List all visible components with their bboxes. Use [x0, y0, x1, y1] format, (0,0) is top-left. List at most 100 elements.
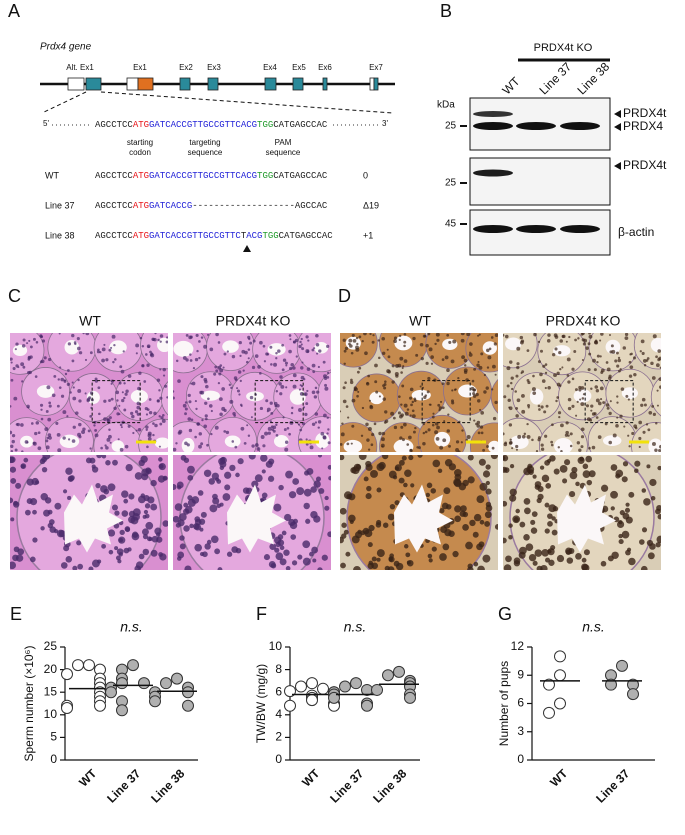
- nucleus: [262, 344, 266, 348]
- nucleus: [376, 487, 382, 493]
- nucleus: [173, 396, 175, 400]
- nucleus: [118, 404, 121, 407]
- nucleus: [265, 399, 269, 403]
- nucleus: [88, 396, 92, 400]
- nucleus: [515, 406, 519, 410]
- nucleus: [32, 509, 37, 515]
- nucleus: [616, 351, 619, 355]
- nucleus: [285, 364, 288, 367]
- nucleus: [67, 438, 71, 441]
- nucleus: [657, 349, 661, 353]
- nucleus: [192, 367, 196, 370]
- nucleus: [463, 358, 468, 363]
- nucleus: [594, 385, 599, 389]
- nucleus: [426, 390, 430, 394]
- nucleus: [296, 487, 305, 496]
- nucleus: [214, 425, 219, 430]
- nucleus: [641, 488, 647, 493]
- nucleus: [10, 405, 12, 408]
- nucleus: [526, 349, 530, 353]
- nucleus: [573, 350, 577, 353]
- nucleus: [26, 404, 30, 409]
- nucleus: [477, 334, 480, 337]
- nucleus: [599, 355, 602, 358]
- nucleus: [370, 469, 378, 478]
- nucleus: [478, 333, 481, 336]
- nucleus: [550, 440, 554, 444]
- nucleus: [94, 433, 99, 438]
- nucleus: [540, 564, 548, 570]
- nucleus: [159, 334, 164, 338]
- nucleus: [198, 432, 202, 436]
- nucleus: [402, 365, 405, 368]
- nucleus: [567, 397, 572, 402]
- nucleus: [219, 368, 224, 373]
- nucleus: [540, 405, 544, 409]
- nucleus: [141, 364, 145, 368]
- nucleus: [284, 440, 289, 444]
- nucleus: [284, 361, 288, 365]
- x-tick-label: WT: [299, 766, 323, 790]
- nucleus: [351, 424, 355, 428]
- nucleus: [391, 364, 395, 368]
- lumen: [554, 438, 573, 452]
- histology-image: [173, 455, 331, 570]
- sequence-segment: ATG: [133, 201, 149, 211]
- nucleus: [400, 403, 403, 406]
- nucleus: [350, 378, 353, 382]
- nucleus: [368, 399, 371, 402]
- nucleus: [540, 443, 544, 447]
- nucleus: [448, 530, 455, 537]
- nucleus: [119, 423, 123, 427]
- nucleus: [291, 560, 298, 566]
- nucleus: [309, 445, 314, 450]
- nucleus: [234, 445, 238, 449]
- nucleus: [66, 382, 71, 387]
- nucleus: [643, 403, 647, 407]
- nucleus: [428, 403, 431, 406]
- nucleus: [194, 357, 199, 362]
- nucleus: [387, 355, 391, 359]
- sequence-segment: GATCACCG: [149, 201, 192, 211]
- nucleus: [428, 347, 433, 352]
- nucleus: [316, 352, 319, 355]
- nucleus: [652, 441, 656, 446]
- nucleus: [658, 356, 661, 361]
- nucleus: [62, 436, 66, 440]
- exon: [322, 77, 328, 91]
- band-label: PRDX4t: [623, 106, 667, 120]
- nucleus: [368, 524, 375, 532]
- nucleus: [602, 401, 606, 405]
- nucleus: [219, 412, 223, 416]
- nucleus: [446, 381, 450, 386]
- nucleus: [124, 444, 129, 449]
- nucleus: [247, 357, 250, 360]
- nucleus: [624, 507, 631, 513]
- nucleus: [209, 347, 214, 352]
- nucleus: [41, 466, 48, 473]
- nucleus: [162, 413, 165, 417]
- nucleus: [569, 444, 573, 448]
- nucleus: [48, 401, 52, 405]
- nucleus: [657, 514, 661, 520]
- nucleus: [144, 513, 150, 519]
- nucleus: [148, 410, 153, 415]
- nucleus: [477, 360, 480, 363]
- lumen: [267, 343, 286, 356]
- nucleus: [203, 424, 208, 429]
- nucleus: [569, 471, 578, 480]
- nucleus: [386, 348, 389, 351]
- nucleus: [135, 343, 140, 348]
- nucleus: [411, 409, 415, 413]
- nucleus: [399, 356, 404, 361]
- annotation: targeting: [189, 138, 220, 147]
- nucleus: [485, 480, 490, 486]
- nucleus: [318, 487, 325, 494]
- nucleus: [482, 448, 486, 452]
- nucleus: [307, 339, 310, 342]
- nucleus: [655, 363, 660, 368]
- nucleus: [473, 367, 477, 371]
- nucleus: [117, 438, 120, 441]
- nucleus: [248, 337, 251, 341]
- nucleus: [289, 366, 293, 371]
